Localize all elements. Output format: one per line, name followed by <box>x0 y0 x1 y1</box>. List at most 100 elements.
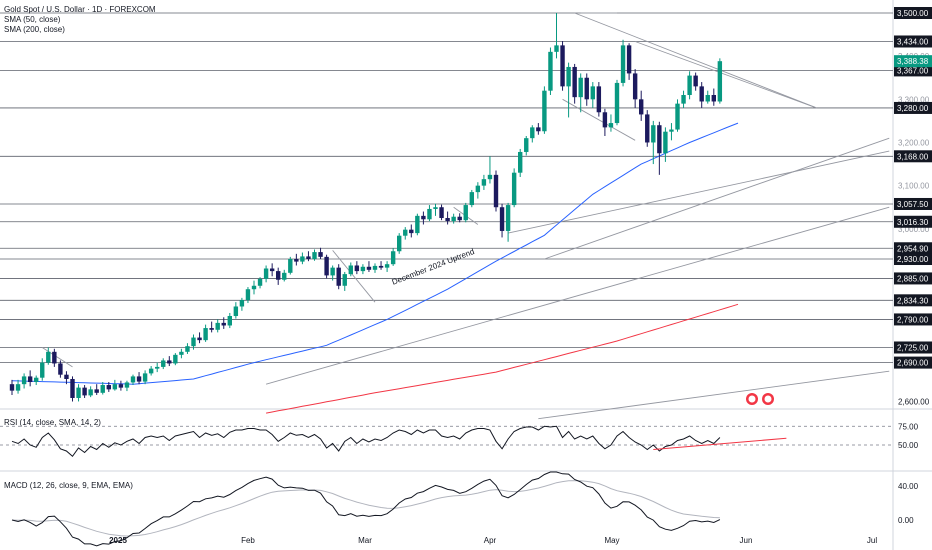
candle-body <box>524 138 529 152</box>
sma50-legend: SMA (50, close) <box>4 15 61 24</box>
candle-body <box>76 387 81 398</box>
price-tick-label: 3,100.00 <box>898 182 930 191</box>
candle-body <box>397 235 402 252</box>
candle-body <box>560 45 565 87</box>
candle-body <box>342 274 347 286</box>
candle-body <box>27 376 33 383</box>
candle-body <box>64 374 69 379</box>
price-axis: 3,400.003,300.003,200.003,100.003,000.00… <box>894 7 932 525</box>
descending-resistance-line <box>634 41 817 109</box>
candle-body <box>239 300 245 307</box>
candle-body <box>536 127 541 132</box>
candle-body <box>40 362 45 378</box>
dec-pullback-line <box>42 347 73 368</box>
candle-body <box>626 45 632 74</box>
candle-body <box>687 75 692 96</box>
time-axis-label: Mar <box>358 536 372 545</box>
candle-body <box>82 387 87 396</box>
level-label-bg <box>894 294 932 307</box>
level-label: 2,790.00 <box>897 315 929 324</box>
candle-body <box>487 174 493 180</box>
candle-body <box>602 112 608 128</box>
candle-body <box>542 90 547 132</box>
sma200-legend: SMA (200, close) <box>4 25 65 34</box>
level-label: 2,690.00 <box>897 359 929 368</box>
rsi-legend: RSI (14, close, SMA, 14, 2) <box>4 418 101 427</box>
candle-body <box>330 267 335 276</box>
candle-body <box>354 265 360 272</box>
macd-line <box>11 471 721 547</box>
level-label-bg <box>894 215 932 228</box>
candle-body <box>94 389 99 393</box>
candle-body <box>233 306 239 316</box>
level-label: 2,954.90 <box>897 244 929 253</box>
level-label: 3,434.00 <box>897 37 929 46</box>
level-label-bg <box>894 7 932 19</box>
candle-body <box>155 366 160 369</box>
candle-body <box>596 86 602 113</box>
level-label: 3,280.00 <box>897 104 929 113</box>
candle-body <box>9 384 15 391</box>
candle-body <box>493 174 499 208</box>
rsi-pane <box>0 425 893 458</box>
candle-body <box>294 259 299 262</box>
candle-body <box>530 127 535 139</box>
candle-body <box>663 131 668 154</box>
candle-body <box>312 252 317 260</box>
trendlines <box>42 12 890 420</box>
chart-title: Gold Spot / U.S. Dollar · 1D · FOREXCOM <box>4 5 156 14</box>
candle-body <box>445 218 450 222</box>
candle-body <box>336 267 341 286</box>
rsi-tick-label: 50.00 <box>898 441 919 450</box>
level-label-bg <box>894 150 932 163</box>
candle-body <box>518 151 523 173</box>
candle-body <box>566 66 571 87</box>
level-label-bg <box>894 253 932 266</box>
level-label: 2,725.00 <box>897 343 929 352</box>
level-label-bg <box>894 197 932 210</box>
level-label-bg <box>894 101 932 114</box>
time-axis-label: 2025 <box>109 536 127 545</box>
candle-body <box>463 205 468 221</box>
candle-body <box>124 382 130 388</box>
level-label: 3,057.50 <box>897 200 929 209</box>
candle-body <box>657 125 662 154</box>
candle-body <box>632 73 638 100</box>
candle-body <box>639 99 644 115</box>
december-uptrend-line <box>265 206 890 385</box>
candle-body <box>100 385 105 393</box>
time-axis-label: Jul <box>867 536 877 545</box>
uptrend-extension-line <box>544 137 890 260</box>
level-label-bg <box>894 242 932 255</box>
candle-body <box>614 82 620 124</box>
candle-body <box>505 205 511 231</box>
candle-body <box>15 384 21 391</box>
candle-body <box>269 268 275 272</box>
candle-body <box>360 266 366 272</box>
price-tick-label: 3,000.00 <box>898 225 930 234</box>
candle-body <box>106 385 111 390</box>
candle-body <box>324 256 329 276</box>
candle-body <box>58 363 63 375</box>
candle-body <box>554 45 559 52</box>
candle-body <box>409 229 414 234</box>
macd-tick-label: 40.00 <box>898 482 919 491</box>
candle-body <box>421 215 426 220</box>
candle-body <box>118 384 124 388</box>
time-axis: 2025 Feb Mar Apr May Jun Jul <box>109 536 877 545</box>
candle-body <box>251 285 257 290</box>
candle-body <box>282 272 287 280</box>
candle-body <box>711 95 716 102</box>
candle-body <box>88 389 93 396</box>
candle-body <box>699 86 704 102</box>
candle-body <box>415 215 420 234</box>
time-axis-label: May <box>604 536 619 545</box>
candle-body <box>433 207 438 209</box>
candle-body <box>590 86 595 100</box>
candle-body <box>191 337 196 347</box>
level-label-bg <box>894 64 932 77</box>
candle-body <box>457 216 462 221</box>
macd-pane <box>11 471 721 547</box>
